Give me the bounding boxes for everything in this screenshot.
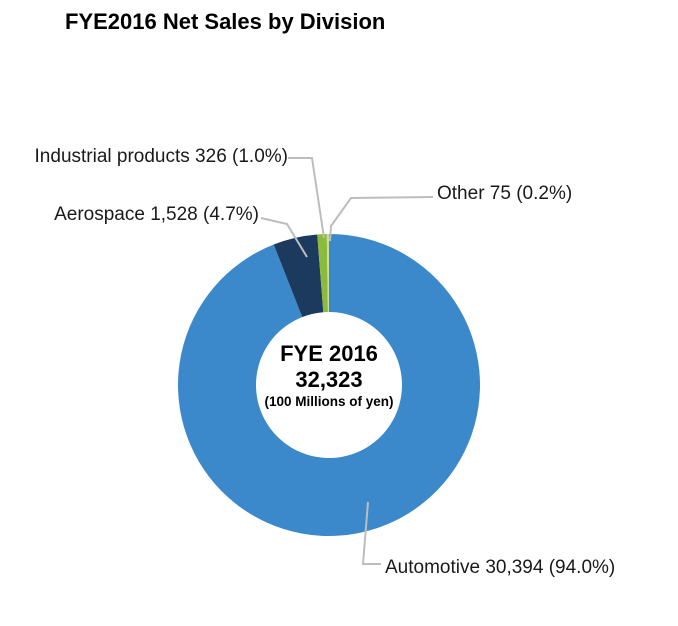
center-label-unit: (100 Millions of yen) <box>264 394 394 409</box>
leader-line-industrial-products <box>288 157 325 239</box>
leader-line-aerospace <box>260 217 308 258</box>
slice-other <box>326 234 329 313</box>
slice-label-aerospace: Aerospace 1,528 (4.7%) <box>54 204 259 225</box>
center-label-total: 32,323 <box>295 367 363 392</box>
slice-label-industrial-products: Industrial products 326 (1.0%) <box>34 146 288 167</box>
leader-line-automotive <box>361 501 381 565</box>
chart-title: FYE2016 Net Sales by Division <box>65 9 386 34</box>
leader-line-other <box>329 196 434 242</box>
center-label-fiscal-year: FYE 2016 <box>280 341 378 366</box>
slice-industrial-products <box>317 234 328 313</box>
slice-label-other: Other 75 (0.2%) <box>437 183 573 204</box>
donut-center-label: FYE 2016 32,323 (100 Millions of yen) <box>189 341 469 411</box>
slice-label-automotive: Automotive 30,394 (94.0%) <box>385 557 616 578</box>
slice-automotive <box>177 234 480 537</box>
slice-aerospace <box>273 234 324 318</box>
